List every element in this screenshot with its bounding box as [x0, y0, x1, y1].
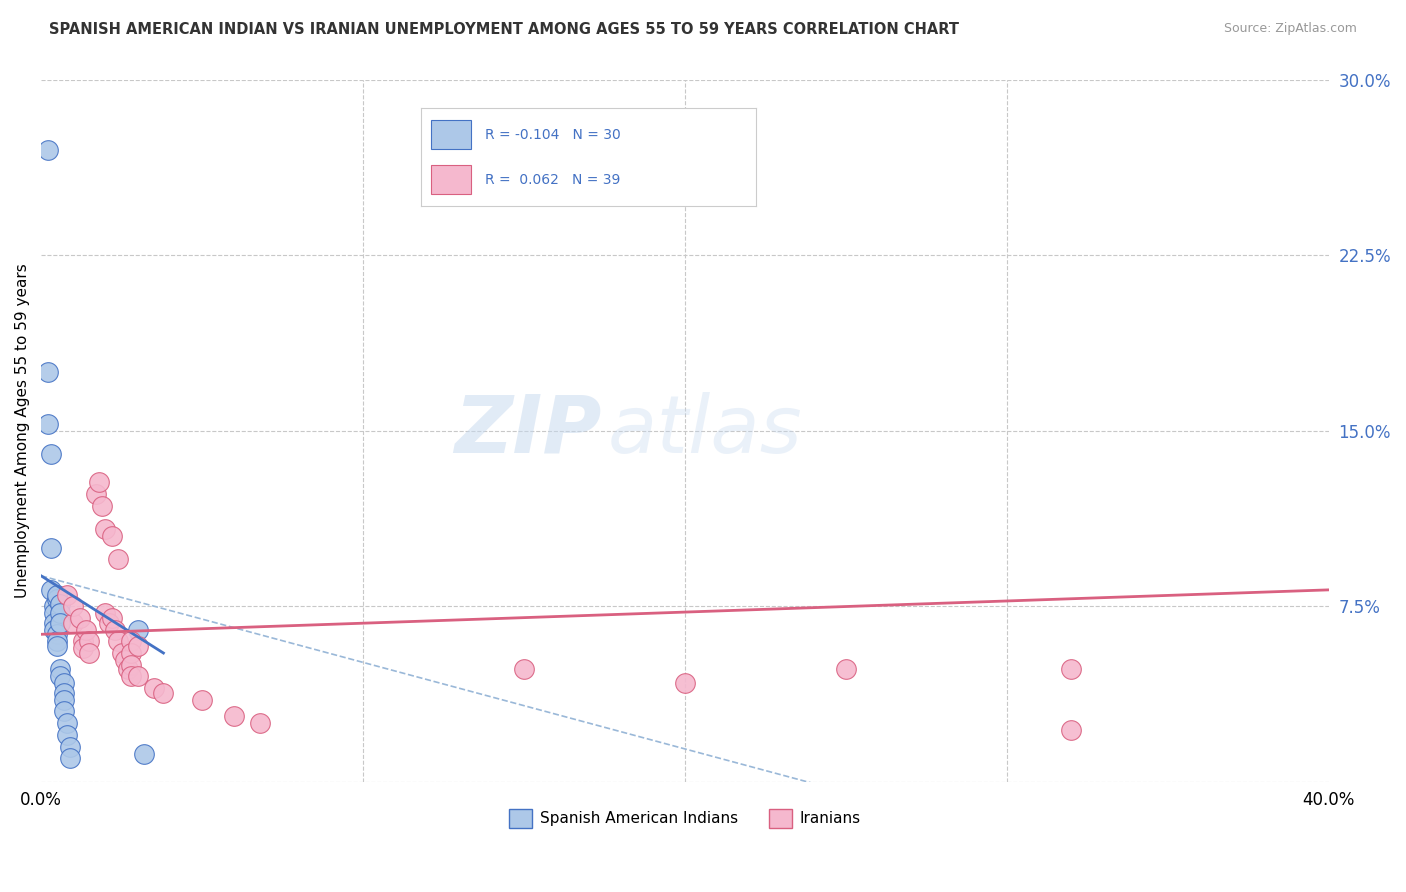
Point — [56, 588, 79, 602]
Point — [72, 634, 94, 648]
Point — [127, 623, 149, 637]
Point — [191, 693, 214, 707]
Point — [39, 447, 62, 461]
Point — [39, 582, 62, 597]
Point — [152, 686, 174, 700]
Point — [49, 662, 72, 676]
Text: SPANISH AMERICAN INDIAN VS IRANIAN UNEMPLOYMENT AMONG AGES 55 TO 59 YEARS CORREL: SPANISH AMERICAN INDIAN VS IRANIAN UNEMP… — [49, 22, 959, 37]
Text: ZIP: ZIP — [454, 392, 602, 470]
Point — [673, 676, 696, 690]
Point — [46, 588, 69, 602]
Point — [127, 639, 149, 653]
Point — [142, 681, 165, 695]
Point — [37, 143, 59, 157]
Point — [37, 417, 59, 431]
Point — [42, 615, 65, 630]
Point — [52, 705, 75, 719]
Point — [46, 639, 69, 653]
Point — [56, 716, 79, 731]
Point — [97, 615, 120, 630]
Point — [87, 475, 110, 490]
Point — [107, 634, 129, 648]
Point — [120, 634, 142, 648]
Point — [120, 669, 142, 683]
Point — [1060, 723, 1083, 738]
Point — [49, 607, 72, 621]
Point — [79, 634, 101, 648]
Point — [91, 499, 114, 513]
Point — [42, 607, 65, 621]
Point — [94, 522, 117, 536]
Point — [127, 669, 149, 683]
Point — [94, 607, 117, 621]
Point — [101, 529, 124, 543]
Point — [52, 676, 75, 690]
Point — [120, 657, 142, 672]
Point — [117, 662, 139, 676]
Point — [84, 487, 107, 501]
Point — [224, 709, 246, 723]
Legend: Spanish American Indians, Iranians: Spanish American Indians, Iranians — [503, 803, 866, 834]
Point — [42, 623, 65, 637]
Y-axis label: Unemployment Among Ages 55 to 59 years: Unemployment Among Ages 55 to 59 years — [15, 263, 30, 599]
Point — [114, 653, 136, 667]
Text: Source: ZipAtlas.com: Source: ZipAtlas.com — [1223, 22, 1357, 36]
Point — [52, 693, 75, 707]
Point — [49, 669, 72, 683]
Point — [42, 599, 65, 614]
Point — [249, 716, 271, 731]
Point — [37, 365, 59, 379]
Point — [1060, 662, 1083, 676]
Text: atlas: atlas — [607, 392, 803, 470]
Point — [62, 599, 84, 614]
Point — [56, 728, 79, 742]
Point — [835, 662, 858, 676]
Point — [46, 634, 69, 648]
Point — [69, 611, 91, 625]
Point — [104, 623, 127, 637]
Point — [59, 751, 82, 765]
Point — [49, 615, 72, 630]
Point — [120, 646, 142, 660]
Point — [46, 592, 69, 607]
Point — [513, 662, 536, 676]
Point — [72, 641, 94, 656]
Point — [101, 611, 124, 625]
Point — [39, 541, 62, 555]
Point — [107, 552, 129, 566]
Point — [79, 646, 101, 660]
Point — [46, 627, 69, 641]
Point — [110, 646, 132, 660]
Point — [75, 623, 97, 637]
Point — [49, 597, 72, 611]
Point — [132, 747, 155, 761]
Point — [59, 739, 82, 754]
Point — [52, 686, 75, 700]
Point — [62, 615, 84, 630]
